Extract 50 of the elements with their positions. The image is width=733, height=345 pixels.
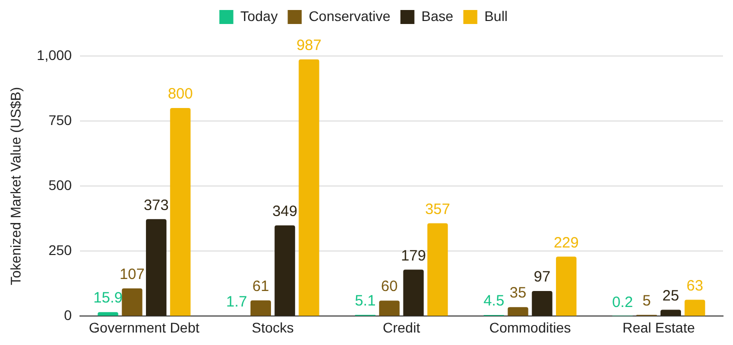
bar: [403, 270, 424, 316]
data-label: 97: [534, 268, 550, 286]
bar: [122, 288, 142, 316]
bar: [427, 223, 448, 316]
data-label: 60: [381, 278, 398, 296]
legend-label: Base: [421, 8, 454, 24]
data-label: 15.9: [93, 290, 123, 307]
data-label: 5.1: [354, 292, 376, 310]
data-label: 5: [642, 292, 651, 310]
data-label: 229: [554, 234, 579, 252]
data-label: 61: [252, 278, 270, 295]
x-tick-label: Stocks: [252, 319, 294, 336]
data-label: 800: [168, 86, 193, 103]
data-label: 63: [686, 277, 704, 294]
data-label: 987: [296, 37, 322, 54]
bar: [98, 312, 118, 316]
y-tick-label: 0: [64, 307, 72, 324]
x-tick-label: Credit: [382, 319, 420, 336]
data-label: 179: [400, 247, 426, 264]
data-label: 35: [510, 284, 526, 302]
bar: [250, 300, 271, 316]
y-tick-label: 250: [48, 242, 72, 258]
y-axis-title: Tokenized Market Value (US$B): [7, 87, 24, 286]
bar: [298, 59, 320, 316]
data-label: 107: [120, 266, 145, 283]
data-label: 1.7: [226, 293, 248, 310]
data-label: 357: [425, 200, 450, 218]
bar: [508, 307, 528, 316]
x-tick-label: Real Estate: [622, 319, 696, 336]
bar: [556, 256, 576, 316]
data-label: 25: [662, 287, 680, 304]
bar: [170, 108, 191, 316]
legend-label: Today: [240, 8, 278, 24]
bar: [274, 225, 296, 316]
y-tick-label: 500: [48, 176, 72, 193]
data-label: 373: [144, 196, 169, 214]
bar: [379, 300, 400, 316]
bar: [660, 310, 681, 316]
data-label: 349: [272, 203, 298, 220]
y-tick-label: 750: [48, 112, 72, 128]
y-tick-label: 1,000: [36, 46, 72, 63]
legend-label: Conservative: [308, 8, 391, 24]
bar: [146, 219, 166, 316]
bar: [684, 300, 706, 316]
x-tick-label: Government Debt: [88, 319, 200, 336]
x-tick-label: Commodities: [489, 319, 571, 336]
legend-label: Bull: [484, 8, 508, 24]
data-label: 0.2: [612, 294, 633, 311]
data-label: 4.5: [483, 292, 504, 310]
bar: [532, 290, 552, 316]
